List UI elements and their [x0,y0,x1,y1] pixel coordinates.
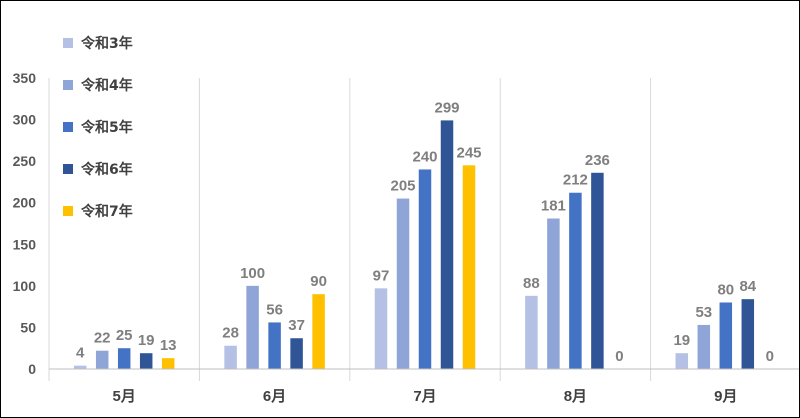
y-tick-label: 300 [13,112,37,128]
y-tick-label: 350 [13,70,37,86]
data-label: 25 [116,327,133,344]
bars [73,120,755,369]
data-label: 84 [739,278,756,295]
y-tick-label: 250 [13,153,37,169]
bar [268,322,281,369]
data-label: 13 [160,337,177,354]
data-label: 4 [76,345,85,362]
bar [591,172,604,369]
x-tick-label: 6月 [263,388,286,405]
category-separators [48,78,652,381]
data-label: 212 [563,172,588,189]
bar [525,295,538,369]
legend-swatch [63,164,73,174]
bar [462,165,476,369]
y-axis: 0 50 100 150 200 250 300 350 [13,70,37,377]
x-tick-label: 5月 [113,388,136,405]
data-labels: 4 22 25 19 13 28 100 56 37 90 97 205 240 299 245 88 181 2… [76,99,774,365]
data-label: 240 [412,148,437,165]
bar [741,299,755,369]
data-label: 90 [310,273,327,290]
data-label: 80 [717,281,734,298]
bar [418,169,432,369]
data-label: 100 [240,265,265,282]
data-label: 28 [222,325,239,342]
x-tick-label: 9月 [714,388,737,405]
data-label: 97 [373,267,390,284]
bar [547,218,560,369]
bar [374,288,388,369]
data-label: 0 [766,348,774,365]
data-label: 205 [390,178,415,195]
y-tick-label: 100 [13,278,37,294]
legend-label: 令和3年 [80,35,133,52]
legend-label: 令和5年 [80,119,133,136]
bar [95,350,109,369]
bar [139,353,153,369]
data-label: 19 [138,332,155,349]
bar [719,302,733,369]
bar [161,358,175,369]
data-label: 236 [585,152,610,169]
y-tick-label: 150 [13,236,37,252]
legend-swatch [63,38,73,48]
y-tick-label: 0 [28,361,36,377]
legend-label: 令和4年 [80,77,133,94]
x-axis: 5月 6月 7月 8月 9月 [49,368,799,405]
bar [117,348,131,369]
bar [246,285,259,369]
data-label: 0 [615,348,623,365]
bar [697,324,711,369]
bar [440,120,454,369]
data-label: 88 [523,275,540,292]
bar [73,365,87,369]
data-label: 299 [434,99,459,116]
data-label: 37 [288,317,305,334]
bar [396,198,410,369]
bar [569,192,582,369]
legend-swatch [63,80,73,90]
data-label: 19 [673,332,690,349]
y-tick-label: 50 [20,319,36,335]
legend-label: 令和6年 [80,161,133,178]
x-tick-label: 8月 [564,388,587,405]
x-tick-label: 7月 [413,388,436,405]
data-label: 245 [456,144,481,161]
legend-label: 令和7年 [80,203,133,220]
data-label: 22 [94,330,111,347]
data-label: 53 [695,304,712,321]
legend-swatch [63,122,73,132]
y-tick-label: 200 [13,195,37,211]
data-label: 56 [266,301,283,318]
data-label: 181 [541,198,566,215]
legend-swatch [63,206,73,216]
bar [290,338,303,369]
bar [312,294,325,369]
bar [675,353,689,369]
bar [224,345,237,369]
